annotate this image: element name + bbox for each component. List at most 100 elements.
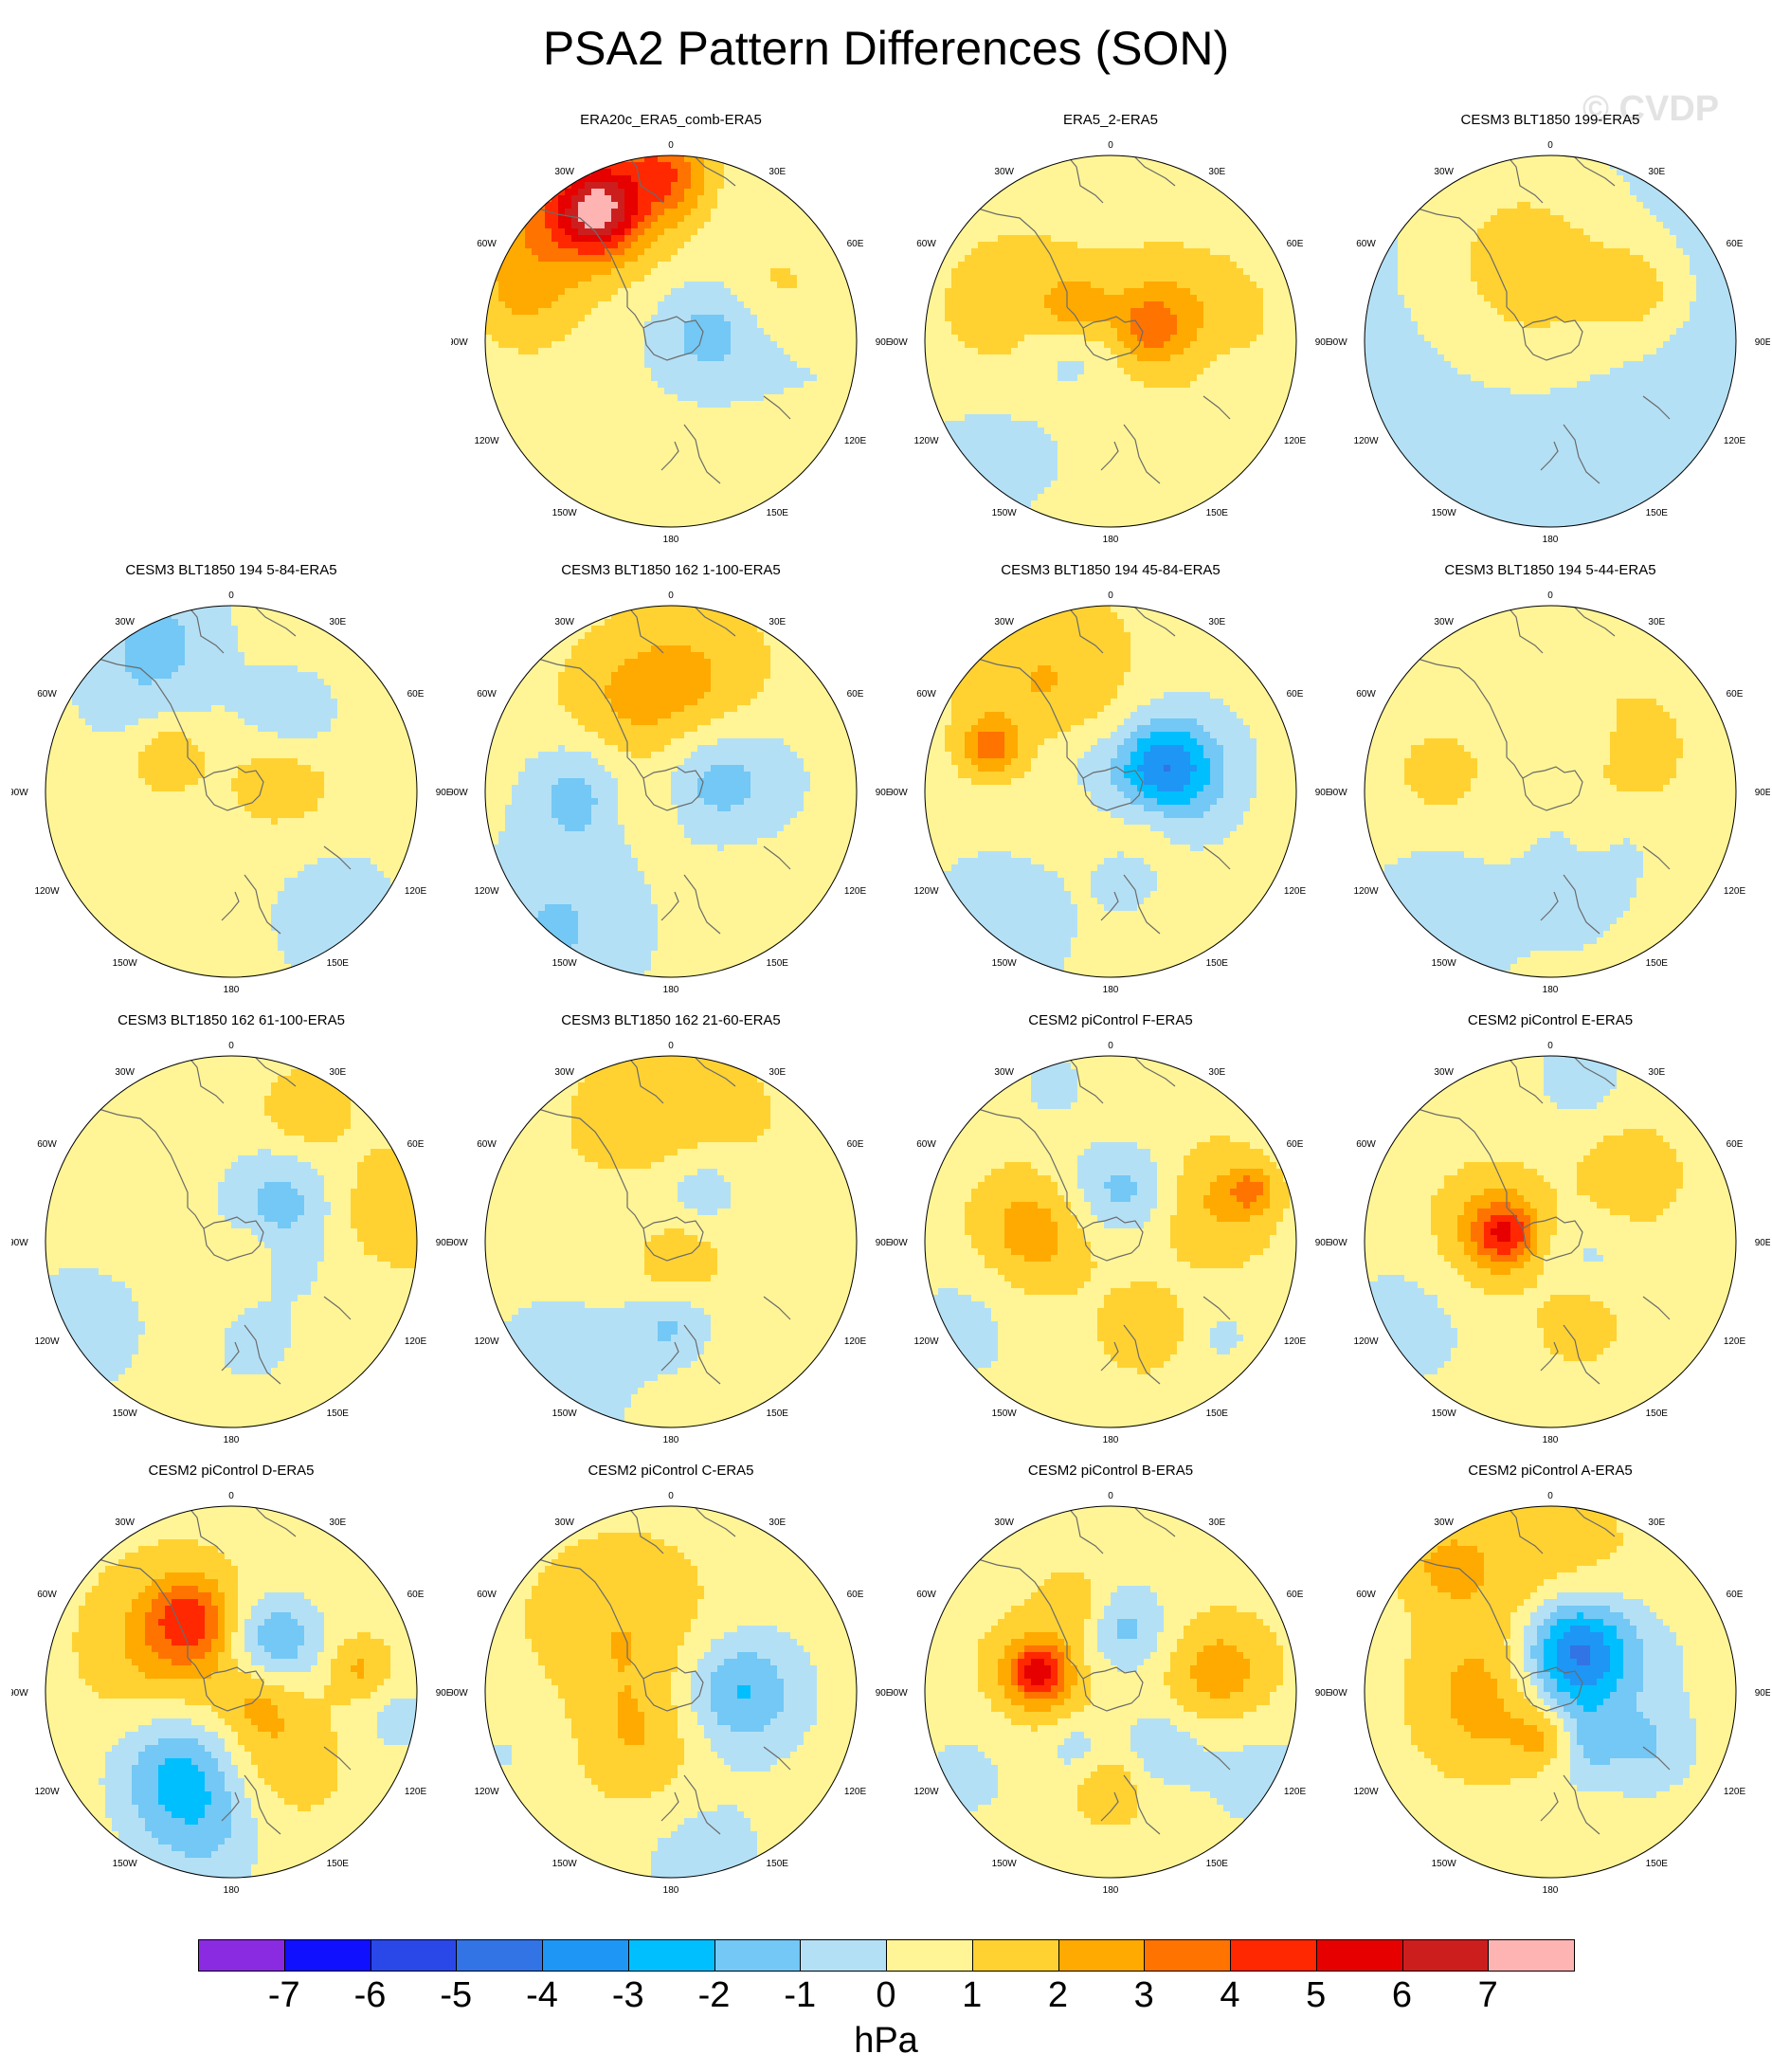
longitude-label: 120E (1284, 886, 1307, 897)
map-panel: ERA20c_ERA5_comb-ERA5 0 30E 60E 90E 120E 150E 1… (451, 112, 891, 557)
panel-title: CESM3 BLT1850 162 61-100-ERA5 (118, 1012, 345, 1028)
coastlines (928, 606, 1231, 935)
polar-map: 0 30E 60E 90E 120E 150E 180 150W 120W 90W 60W 30W (451, 1041, 891, 1445)
longitude-label: 60W (1356, 689, 1376, 700)
longitude-label: 60E (1287, 239, 1304, 249)
longitude-label: 150E (1206, 1409, 1229, 1419)
longitude-label: 60W (1356, 1590, 1376, 1600)
map-boundary (1364, 154, 1737, 528)
contour-field (1365, 155, 1736, 527)
polar-map: 0 30E 60E 90E 120E 150E 180 150W 120W 90W 60W 30W (451, 1491, 891, 1896)
colorbar-segment (1315, 1939, 1403, 1972)
longitude-label: 30W (554, 617, 574, 627)
longitude-label: 90W (1330, 1238, 1347, 1248)
longitude-label: 30W (115, 1518, 135, 1528)
longitude-label: 180 (224, 985, 240, 995)
map-boundary (1364, 605, 1737, 978)
longitude-label: 90W (451, 1238, 468, 1248)
longitude-label: 150E (767, 508, 789, 518)
longitude-label: 150E (1646, 1409, 1669, 1419)
longitude-label: 180 (1103, 985, 1119, 995)
longitude-label: 180 (224, 1435, 240, 1445)
longitude-label: 0 (1108, 1491, 1113, 1501)
longitude-label: 30E (1208, 1518, 1225, 1528)
longitude-label: 90E (876, 1238, 891, 1248)
longitude-label: 120W (913, 886, 939, 897)
longitude-label: 60W (1356, 239, 1376, 249)
colorbar-segment (542, 1939, 629, 1972)
polar-map: 0 30E 60E 90E 120E 150E 180 150W 120W 90W 60W 30W (1330, 591, 1770, 995)
longitude-label: 150E (1206, 508, 1229, 518)
colorbar-tick-label: 5 (1306, 1975, 1327, 2015)
longitude-label: 90W (1330, 788, 1347, 798)
longitude-label: 120E (844, 1336, 867, 1347)
longitude-label: 90W (11, 1238, 28, 1248)
colorbar-segment (1230, 1939, 1317, 1972)
longitude-label: 30W (554, 1518, 574, 1528)
longitude-label: 90E (436, 1688, 451, 1699)
colorbar-tick-label: -1 (784, 1975, 817, 2015)
contour-field (485, 1056, 857, 1427)
map-panel: CESM2 piControl C-ERA5 0 30E 60E 90E 120E 150E… (451, 1463, 891, 1908)
colorbar-tick-label: 6 (1391, 1975, 1413, 2015)
longitude-label: 90E (876, 337, 891, 348)
map-boundary (924, 1505, 1297, 1879)
colorbar-segment (456, 1939, 543, 1972)
longitude-label: 120W (474, 1787, 499, 1797)
map-panel: CESM3 BLT1850 194 45-84-ERA5 0 30E 60E 90E 12… (891, 562, 1330, 1008)
panel-title: CESM2 piControl B-ERA5 (1027, 1463, 1194, 1479)
longitude-label: 150W (113, 958, 138, 969)
longitude-label: 90E (1755, 1238, 1770, 1248)
map-boundary (924, 1055, 1297, 1428)
longitude-label: 0 (668, 1041, 674, 1051)
longitude-label: 60W (477, 1139, 497, 1150)
map-boundary (484, 1505, 858, 1879)
longitude-label: 60W (37, 1590, 57, 1600)
longitude-label: 150W (992, 1409, 1018, 1419)
contour-field (485, 155, 857, 527)
longitude-label: 60E (847, 1139, 864, 1150)
longitude-label: 150W (552, 1409, 578, 1419)
longitude-label: 30W (1434, 1518, 1454, 1528)
longitude-label: 30E (329, 1518, 346, 1528)
longitude-label: 0 (668, 1491, 674, 1501)
longitude-label: 30E (1648, 1067, 1665, 1078)
longitude-label: 90W (11, 1688, 28, 1699)
longitude-label: 60E (847, 239, 864, 249)
panel-title: CESM3 BLT1850 162 1-100-ERA5 (561, 562, 781, 578)
longitude-label: 90W (1330, 337, 1347, 348)
longitude-label: 90W (11, 788, 28, 798)
longitude-label: 120W (474, 436, 499, 446)
contour-field (45, 1506, 417, 1878)
map-boundary (1364, 1055, 1737, 1428)
panel-title: CESM2 piControl F-ERA5 (1028, 1012, 1193, 1028)
longitude-label: 30W (115, 617, 135, 627)
longitude-label: 120W (1353, 1336, 1379, 1347)
polar-map: 0 30E 60E 90E 120E 150E 180 150W 120W 90W 60W 30W (891, 1491, 1330, 1896)
contour-field (45, 606, 417, 977)
longitude-label: 30E (768, 1518, 786, 1528)
longitude-label: 30E (1648, 1518, 1665, 1528)
longitude-label: 120W (34, 1787, 60, 1797)
longitude-label: 90E (436, 788, 451, 798)
longitude-label: 120E (1284, 436, 1307, 446)
contour-field (925, 1506, 1296, 1878)
longitude-label: 90W (891, 337, 908, 348)
colorbar-segment (198, 1939, 285, 1972)
polar-map: 0 30E 60E 90E 120E 150E 180 150W 120W 90W 60W 30W (1330, 140, 1770, 545)
longitude-label: 120E (405, 886, 427, 897)
longitude-label: 30E (1648, 617, 1665, 627)
longitude-label: 120E (1724, 1336, 1746, 1347)
longitude-label: 0 (228, 591, 234, 601)
longitude-label: 60E (407, 1139, 425, 1150)
longitude-label: 120W (913, 1787, 939, 1797)
colorbar-tick-label: -7 (267, 1975, 300, 2015)
map-boundary (45, 1505, 418, 1879)
colorbar-tick-label: 7 (1477, 1975, 1498, 2015)
polar-map: 0 30E 60E 90E 120E 150E 180 150W 120W 90W 60W 30W (891, 140, 1330, 545)
map-panel: CESM3 BLT1850 194 5-44-ERA5 0 30E 60E 90E 120… (1330, 562, 1770, 1008)
longitude-label: 150W (1432, 1409, 1457, 1419)
longitude-label: 60W (477, 689, 497, 700)
longitude-label: 120W (1353, 436, 1379, 446)
longitude-label: 60W (1356, 1139, 1376, 1150)
